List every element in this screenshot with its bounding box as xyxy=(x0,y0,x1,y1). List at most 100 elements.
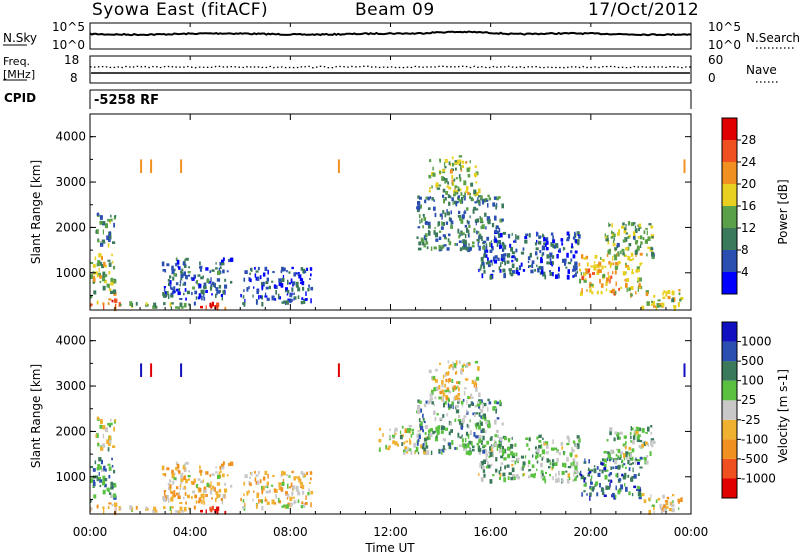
heatmap-cell xyxy=(108,239,111,243)
heatmap-cell xyxy=(463,211,467,214)
colorbar-tick-label: 4 xyxy=(741,265,749,279)
heatmap-cell xyxy=(548,255,551,258)
heatmap-cell xyxy=(106,487,110,492)
heatmap-cell xyxy=(509,269,512,275)
heatmap-cell xyxy=(501,241,504,246)
heatmap-cell xyxy=(497,196,501,199)
heatmap-cell xyxy=(442,188,446,193)
heatmap-cell xyxy=(222,494,225,499)
heatmap-cell xyxy=(304,298,308,301)
heatmap-cell xyxy=(536,468,538,471)
heatmap-cell xyxy=(169,484,172,489)
heatmap-cell xyxy=(483,240,487,244)
heatmap-cell xyxy=(638,444,642,449)
heatmap-cell xyxy=(448,371,450,375)
heatmap-streak xyxy=(180,363,183,377)
heatmap-cell xyxy=(180,270,183,273)
heatmap-cell xyxy=(110,218,113,222)
heatmap-cell xyxy=(463,415,467,418)
heatmap-cell xyxy=(255,474,259,477)
heatmap-cell xyxy=(611,230,613,235)
heatmap-cell xyxy=(293,496,295,500)
heatmap-cell xyxy=(417,399,420,403)
heatmap-cell xyxy=(513,240,516,243)
heatmap-cell xyxy=(175,306,179,309)
heatmap-cell xyxy=(622,475,626,480)
heatmap-cell xyxy=(254,477,257,482)
heatmap-cell xyxy=(97,476,101,481)
heatmap-cell xyxy=(408,448,411,451)
heatmap-cell xyxy=(549,252,553,258)
heatmap-cell xyxy=(481,466,483,469)
heatmap-cell xyxy=(216,509,219,515)
heatmap-cell xyxy=(644,460,647,465)
heatmap-cell xyxy=(516,258,519,262)
heatmap-cell xyxy=(198,293,202,298)
heatmap-cell xyxy=(450,163,452,167)
heatmap-cell xyxy=(650,441,652,446)
heatmap-cell xyxy=(459,420,462,425)
heatmap-cell xyxy=(645,460,649,465)
heatmap-cell xyxy=(287,279,289,285)
heatmap-cell xyxy=(286,270,288,273)
heatmap-cell xyxy=(441,244,445,249)
heatmap-cell xyxy=(566,274,570,280)
heatmap-cell xyxy=(477,424,481,430)
heatmap-cell xyxy=(208,484,211,488)
heatmap-cell xyxy=(583,490,586,493)
heatmap-cell xyxy=(378,427,382,431)
heatmap-cell xyxy=(495,408,497,414)
heatmap-cell xyxy=(188,303,190,306)
heatmap-cell xyxy=(427,207,431,210)
heatmap-cell xyxy=(471,198,474,201)
heatmap-cell xyxy=(203,497,205,502)
heatmap-cell xyxy=(536,460,539,464)
heatmap-cell xyxy=(271,499,275,505)
heatmap-cell xyxy=(402,452,406,455)
heatmap-cell xyxy=(589,485,592,490)
heatmap-cell xyxy=(625,451,629,455)
heatmap-cell xyxy=(499,245,503,249)
heatmap-cell xyxy=(549,461,552,466)
heatmap-cell xyxy=(540,266,544,270)
heatmap-cell xyxy=(468,404,471,408)
heatmap-cell xyxy=(411,431,414,435)
heatmap-cell xyxy=(292,485,296,490)
heatmap-cell xyxy=(583,477,586,483)
heatmap-cell xyxy=(433,387,437,392)
heatmap-cell xyxy=(392,440,395,445)
heatmap-cell xyxy=(280,474,283,478)
heatmap-cell xyxy=(522,473,526,476)
colorbar-tick-label: -500 xyxy=(741,452,768,466)
heatmap-cell xyxy=(678,500,680,504)
heatmap-cell xyxy=(188,478,191,481)
heatmap-cell xyxy=(172,480,175,485)
heatmap-cell xyxy=(439,158,442,161)
nave-right-label: Nave xyxy=(746,63,777,77)
heatmap-cell xyxy=(653,294,656,298)
heatmap-cell xyxy=(109,220,111,224)
heatmap-cell xyxy=(536,232,539,236)
heatmap-cell xyxy=(458,240,462,243)
heatmap-cell xyxy=(636,435,640,440)
heatmap-cell xyxy=(458,414,461,419)
heatmap-cell xyxy=(217,494,220,498)
heatmap-cell xyxy=(434,436,439,442)
heatmap-cell xyxy=(171,269,175,275)
heatmap-cell xyxy=(520,251,525,255)
heatmap-cell xyxy=(639,439,643,443)
heatmap-cell xyxy=(261,491,264,495)
heatmap-cell xyxy=(524,236,528,240)
heatmap-cell xyxy=(470,182,474,187)
heatmap-cell xyxy=(500,455,504,459)
heatmap-cell xyxy=(249,278,252,283)
heatmap-cell xyxy=(640,244,642,248)
heatmap-cell xyxy=(527,460,531,465)
heatmap-cell xyxy=(468,440,472,445)
heatmap-cell xyxy=(572,461,575,467)
heatmap-cell xyxy=(100,459,103,465)
heatmap-cell xyxy=(550,232,554,236)
heatmap-cell xyxy=(621,473,624,477)
heatmap-cell xyxy=(476,238,479,242)
heatmap-cell xyxy=(591,291,594,295)
